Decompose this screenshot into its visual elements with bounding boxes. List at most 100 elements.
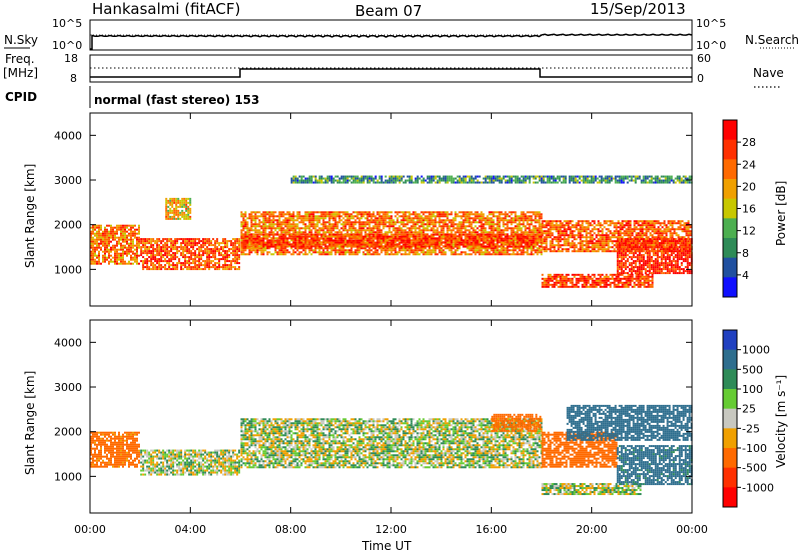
power-cell [96,248,98,251]
power-cell [534,233,537,236]
power-cell [440,225,443,228]
power-cell [238,250,241,253]
power-cell [444,221,447,224]
power-cell [492,241,495,244]
power-cell [432,251,435,254]
power-cell [278,213,281,216]
power-cell [340,211,343,214]
power-cell [532,235,535,238]
power-cell [591,242,594,245]
power-cell [510,219,513,222]
power-cell [186,242,189,245]
power-cell [348,229,351,232]
power-cell [242,243,245,246]
power-cell [524,229,527,232]
power-cell [300,215,303,218]
power-cell [256,231,259,234]
power-cell [430,227,433,230]
power-cell [294,237,297,240]
power-cell [286,251,289,254]
power-cell [500,245,503,248]
power-cell [526,241,529,244]
power-cell [288,227,291,230]
power-cell [298,253,301,256]
power-cell [456,215,459,218]
power-cell [260,225,263,228]
power-cell [512,247,515,250]
power-cell [508,215,511,218]
power-cell [581,236,584,239]
power-cell [120,242,122,245]
power-cell [216,240,219,243]
power-cell [402,237,405,240]
power-cell [567,240,570,243]
power-cell [326,215,329,218]
power-cell [108,250,110,253]
noise-tick-top-left: 10^5 [52,17,82,30]
power-cell [222,248,225,251]
power-cell [170,246,173,249]
power-cell [420,215,423,218]
power-cell [587,232,590,235]
power-cell [278,215,281,218]
power-cell [310,241,313,244]
power-cell [378,233,381,236]
power-cell [366,233,369,236]
power-cell [310,229,313,232]
power-cell [342,247,345,250]
power-cell [112,260,114,263]
power-cell [532,225,535,228]
power-cell [506,223,509,226]
power-cell [470,213,473,216]
power-cell [172,266,175,269]
power-cell [340,223,343,226]
power-cell [254,215,257,218]
power-cell [284,235,287,238]
power-cell [278,217,281,220]
power-cell [314,217,317,220]
power-data [90,175,693,288]
power-cell [396,253,399,256]
power-cell [106,250,108,253]
power-cell [214,252,217,255]
power-cell [114,230,116,233]
power-cell [402,213,405,216]
power-cell [173,207,176,210]
power-cell [436,243,439,246]
power-cell [218,252,221,255]
power-cell [412,231,415,234]
power-cell [212,254,215,257]
power-cell [316,235,319,238]
power-cell [156,248,159,251]
power-cell [478,245,481,248]
power-cell [292,253,295,256]
power-cell [591,234,594,237]
power-cell [220,242,223,245]
power-cell [412,233,415,236]
power-cell [352,211,355,214]
power-cell [212,264,215,267]
power-cell [310,211,313,214]
power-cell [306,215,309,218]
power-cell [248,237,251,240]
power-cell [108,234,110,237]
power-cell [356,231,359,234]
power-cell [92,256,94,259]
power-cell [526,233,529,236]
power-cell [510,211,513,214]
power-cell [512,231,515,234]
power-cell [402,249,405,252]
power-cell [557,234,560,237]
power-cell [342,251,345,254]
power-cell [474,229,477,232]
power-cell [386,233,389,236]
power-cell [350,213,353,216]
power-cell [250,225,253,228]
power-cell [286,213,289,216]
power-cell [400,253,403,256]
power-cell [214,258,217,261]
power-cell [304,239,307,242]
power-cell [438,233,441,236]
power-cell [466,225,469,228]
power-cell [228,260,231,263]
